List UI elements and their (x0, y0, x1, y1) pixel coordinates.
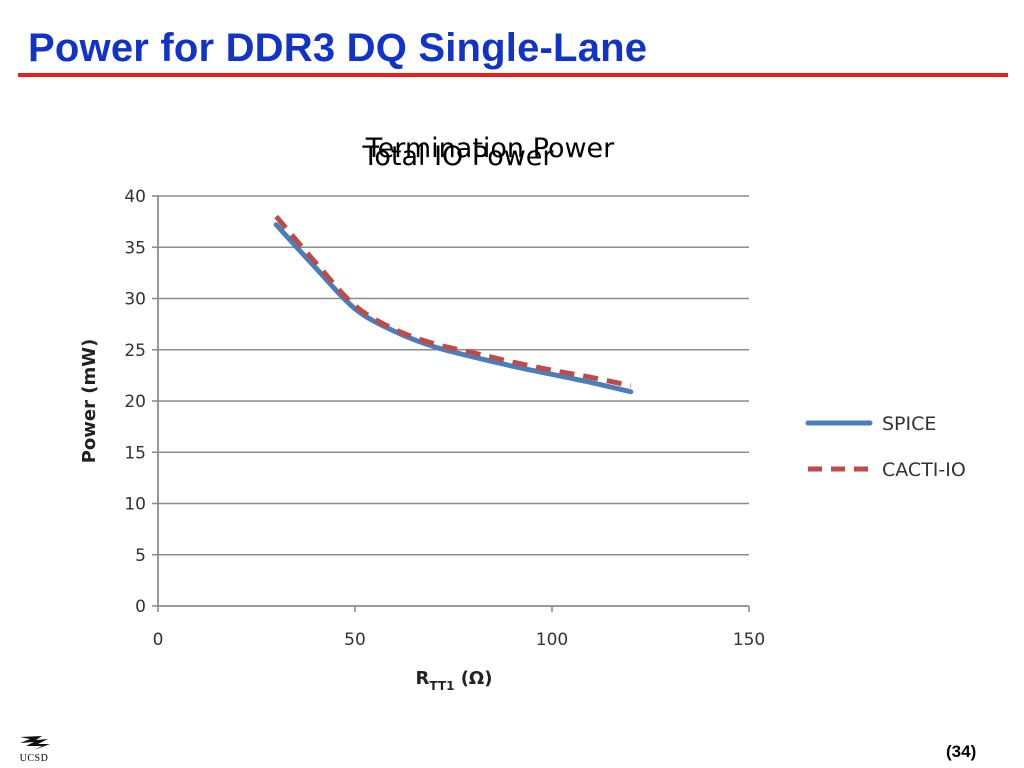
y-tick-label: 40 (124, 187, 146, 207)
y-tick-label: 5 (135, 546, 146, 566)
legend-label-spice: SPICE (882, 413, 936, 435)
x-tick-label: 150 (733, 630, 765, 650)
y-tick-label: 35 (124, 238, 146, 258)
series-line-spice (273, 222, 634, 395)
axes (152, 195, 750, 612)
slide-title: Power for DDR3 DQ Single-Lane (28, 26, 648, 70)
chart-title-total-io: Total IO Power (361, 141, 554, 172)
y-tick-label: 30 (124, 290, 146, 310)
ucsd-logo: UCSD (12, 734, 56, 766)
chart-title-termination: Termination Power (365, 133, 615, 164)
x-axis-title-main: R (416, 668, 430, 689)
legend-label-cacti-io: CACTI-IO (882, 459, 966, 481)
y-tick-label: 0 (135, 597, 146, 617)
gridlines (158, 195, 749, 556)
x-axis-title-subscript: TT1 (429, 679, 454, 693)
x-tick-label: 50 (344, 630, 366, 650)
x-tick-label: 100 (536, 630, 568, 650)
y-axis-title: Power (mW) (79, 339, 100, 464)
series (273, 214, 634, 395)
logo-text: UCSD (19, 753, 49, 764)
y-tick-label: 15 (124, 443, 146, 463)
y-tick-label: 20 (124, 392, 146, 412)
x-tick-label: 0 (153, 630, 164, 650)
ucsd-seal-icon (20, 736, 50, 750)
series-line-cacti-io (274, 214, 632, 389)
tick-labels: 0 5 10 15 20 25 30 35 40 0 50 100 150 (124, 187, 765, 650)
title-rule (18, 73, 1008, 77)
x-axis-title-unit: (Ω) (454, 668, 492, 689)
y-tick-label: 10 (124, 495, 146, 515)
y-tick-label: 25 (124, 341, 146, 361)
page-number: (34) (946, 742, 977, 761)
x-axis-title: RTT1 (Ω) (416, 668, 493, 693)
legend: SPICE CACTI-IO (805, 413, 966, 481)
